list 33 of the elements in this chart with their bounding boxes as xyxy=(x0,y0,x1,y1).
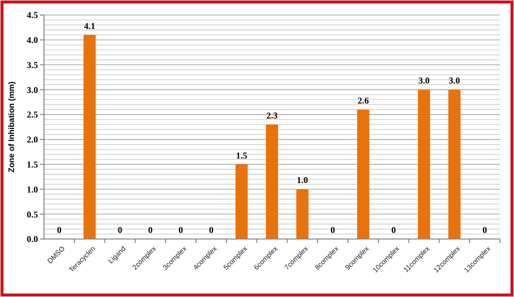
data-label: 0 xyxy=(178,225,184,235)
data-label: 1.0 xyxy=(296,175,309,186)
y-tick-label: 1.5 xyxy=(26,159,38,170)
y-tick-label: 2.0 xyxy=(26,134,38,145)
bar xyxy=(357,110,370,239)
bar xyxy=(296,189,308,239)
data-label: 3.0 xyxy=(448,76,461,86)
bar xyxy=(266,124,278,239)
y-tick-label: 3.5 xyxy=(26,60,38,70)
data-label: 0 xyxy=(118,225,123,235)
bar xyxy=(448,90,460,239)
y-tick-label: 1.0 xyxy=(26,184,38,194)
y-tick-label: 4.5 xyxy=(26,10,38,20)
data-label: 0 xyxy=(56,225,62,235)
data-label: 1.5 xyxy=(236,150,248,160)
y-tick-label: 0.0 xyxy=(26,234,38,244)
data-label: 0 xyxy=(208,225,214,235)
data-label: 0 xyxy=(482,225,488,235)
data-label: 0 xyxy=(148,225,154,235)
bar xyxy=(84,34,96,239)
y-axis-title: Zone of Inhibation (mm) xyxy=(7,81,16,173)
bar xyxy=(418,90,430,239)
y-tick-label: 3.0 xyxy=(26,84,38,95)
y-tick-label: 2.5 xyxy=(26,110,38,120)
data-label: 2.3 xyxy=(266,110,278,121)
y-tick-label: 0.5 xyxy=(26,209,38,220)
y-tick-label: 4.0 xyxy=(26,35,38,46)
data-label: 0 xyxy=(330,225,336,235)
data-label: 4.1 xyxy=(84,20,96,31)
data-label: 3.0 xyxy=(418,76,430,86)
data-label: 0 xyxy=(391,225,396,235)
bar xyxy=(236,164,248,239)
data-label: 2.6 xyxy=(358,96,370,106)
